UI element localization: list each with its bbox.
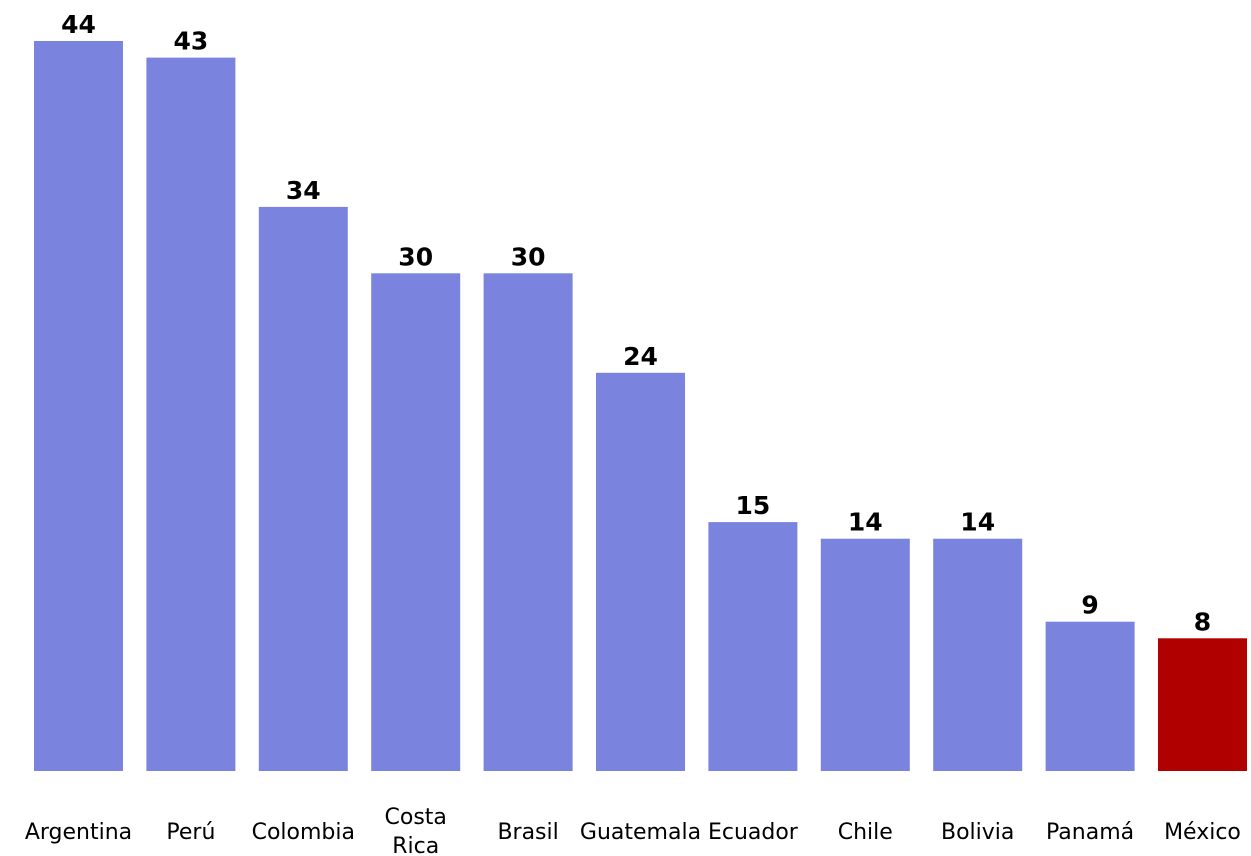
category-label-peru: Perú [166,820,215,845]
value-label-colombia: 34 [286,176,321,205]
value-label-chile: 14 [848,508,883,537]
category-label-costa-rica: Costa Rica [385,805,447,856]
bar-brasil [483,273,573,771]
value-label-panama: 9 [1081,591,1098,620]
value-label-costa-rica: 30 [398,242,433,271]
value-label-brasil: 30 [511,242,546,271]
bar-ecuador [708,522,798,771]
value-label-ecuador: 15 [736,491,771,520]
bar-panama [1045,621,1135,771]
value-label-guatemala: 24 [623,342,658,371]
category-label-brasil: Brasil [497,820,558,845]
category-label-colombia: Colombia [252,820,355,845]
category-label-ecuador: Ecuador [708,820,799,845]
value-labels-layer: 44 43 34 30 30 24 15 14 14 9 8 [61,10,1211,636]
bar-argentina [34,41,123,771]
category-label-argentina: Argentina [25,820,132,845]
bar-peru [146,57,236,772]
category-label-guatemala: Guatemala [580,820,701,845]
value-label-peru: 43 [174,27,209,56]
bar-costa-rica [371,273,461,771]
category-label-chile: Chile [838,820,893,845]
bar-chile [820,538,910,771]
value-label-bolivia: 14 [960,508,995,537]
bars-layer [34,41,1247,772]
category-label-bolivia: Bolivia [941,820,1014,845]
value-label-argentina: 44 [61,10,96,39]
category-label-mexico: México [1164,820,1241,845]
bar-colombia [258,206,348,771]
category-label-panama: Panamá [1046,820,1134,845]
bar-bolivia [933,538,1023,771]
bar-mexico [1158,638,1247,771]
bar-guatemala [596,372,685,771]
value-label-mexico: 8 [1194,607,1211,636]
category-labels-layer: Argentina Perú Colombia Costa Rica Brasil Guat… [25,805,1241,856]
